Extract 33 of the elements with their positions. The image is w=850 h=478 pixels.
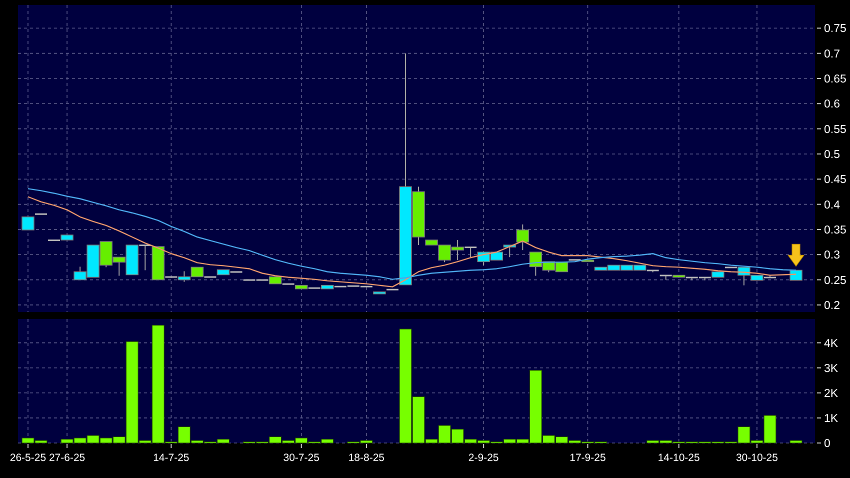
candlestick [22,216,34,230]
x-tick-label: 2-9-25 [468,452,499,464]
y-tick-label: 0.75 [824,23,846,36]
x-tick-label: 30-10-25 [736,452,778,464]
x-tick-label: 14-10-25 [658,452,700,464]
y-tick-label: 0.2 [824,300,840,312]
y-tick-label: 0.6 [824,98,840,111]
y-tick-label: 0.55 [824,124,846,136]
line-series [27,188,797,280]
y-tick-label: 0.4 [824,199,841,212]
y-tick-label: 0.45 [824,174,846,186]
x-tick-label: 17-9-25 [570,452,606,464]
line-series [27,196,797,288]
x-tick-label: 30-7-25 [283,452,320,464]
x-tick-label: 14-7-25 [153,452,190,464]
bar [790,440,802,444]
candlestick [464,246,477,258]
x-tick-label: 27-6-25 [48,452,86,464]
x-tick-label: 26-5-25 [10,452,46,464]
y-tick-label: 0.65 [824,74,846,86]
y-tick-label: 2K [824,388,838,400]
candlestick [790,270,802,281]
y-tick-label: 0.7 [824,48,840,60]
y-tick-label: 0 [824,438,830,450]
y-tick-label: 0.5 [824,148,840,161]
y-tick-label: 4K [824,338,838,350]
y-tick-label: 3K [824,362,838,375]
candlestick [516,224,530,251]
y-tick-label: 0.3 [824,250,840,262]
y-tick-label: 0.35 [824,224,846,236]
y-tick-label: 0.25 [824,274,846,287]
y-tick-label: 1K [824,412,838,425]
x-tick-label: 18-8-25 [348,452,385,464]
